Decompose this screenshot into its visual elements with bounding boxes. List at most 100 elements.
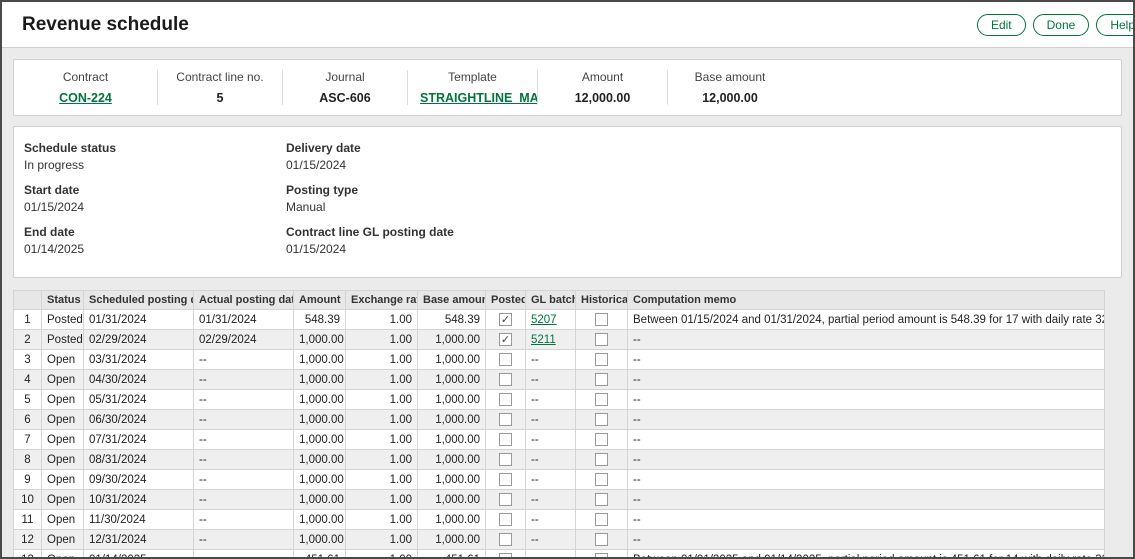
- gl-batch-cell: 5207: [526, 310, 576, 330]
- gl-batch-link[interactable]: 5211: [531, 334, 556, 346]
- posted-checkbox[interactable]: [499, 453, 512, 466]
- gl-batch-cell: --: [526, 530, 576, 550]
- posted-cell: [486, 370, 526, 390]
- posted-cell: [486, 510, 526, 530]
- gl-batch-value: --: [531, 514, 539, 526]
- gl-batch-cell: --: [526, 510, 576, 530]
- row-number: 12: [14, 530, 42, 550]
- posted-checkbox[interactable]: [499, 373, 512, 386]
- base-amount-cell: 1,000.00: [418, 370, 486, 390]
- historical-checkbox[interactable]: [595, 513, 608, 526]
- posted-checkbox[interactable]: [499, 433, 512, 446]
- table-row: 9Open09/30/2024--1,000.001.001,000.00---…: [14, 470, 1105, 490]
- row-number: 3: [14, 350, 42, 370]
- amount-cell: 1,000.00: [294, 510, 346, 530]
- scheduled-posting-date-cell: 01/14/2025: [84, 550, 194, 559]
- posted-checkbox[interactable]: [499, 413, 512, 426]
- amount-cell: 1,000.00: [294, 430, 346, 450]
- historical-checkbox[interactable]: [595, 433, 608, 446]
- delivery-date-field: Delivery date 01/15/2024: [286, 141, 548, 172]
- historical-checkbox[interactable]: [595, 473, 608, 486]
- amount-cell: 1,000.00: [294, 370, 346, 390]
- amount-cell: 1,000.00: [294, 470, 346, 490]
- scheduled-posting-date-cell: 05/31/2024: [84, 390, 194, 410]
- exchange-rate-cell: 1.00: [346, 470, 418, 490]
- posted-checkbox[interactable]: ✓: [499, 313, 512, 326]
- posted-checkbox[interactable]: [499, 513, 512, 526]
- historical-cell: [576, 450, 628, 470]
- actual-posting-date-cell: --: [194, 370, 294, 390]
- posted-checkbox[interactable]: [499, 533, 512, 546]
- posted-cell: [486, 410, 526, 430]
- done-button[interactable]: Done: [1033, 14, 1090, 36]
- col-status: Status: [42, 291, 84, 310]
- posted-cell: [486, 430, 526, 450]
- computation-memo-cell: --: [628, 450, 1105, 470]
- posted-checkbox[interactable]: [499, 473, 512, 486]
- exchange-rate-cell: 1.00: [346, 550, 418, 559]
- scheduled-posting-date-cell: 02/29/2024: [84, 330, 194, 350]
- status-cell: Open: [42, 510, 84, 530]
- historical-checkbox[interactable]: [595, 453, 608, 466]
- gl-batch-cell: --: [526, 470, 576, 490]
- historical-checkbox[interactable]: [595, 373, 608, 386]
- table-row: 12Open12/31/2024--1,000.001.001,000.00--…: [14, 530, 1105, 550]
- gl-batch-link[interactable]: 5207: [531, 314, 557, 326]
- base-amount-cell: 451.61: [418, 550, 486, 559]
- revenue-schedule-page: Revenue schedule Edit Done Help Contract…: [0, 0, 1135, 559]
- base-amount-cell: 548.39: [418, 310, 486, 330]
- contract-link[interactable]: CON-224: [59, 91, 112, 105]
- actual-posting-date-cell: --: [194, 510, 294, 530]
- help-button[interactable]: Help: [1096, 14, 1135, 36]
- summary-field-contract-line-no: Contract line no. 5: [157, 70, 282, 105]
- historical-cell: [576, 470, 628, 490]
- gl-batch-value: --: [531, 474, 539, 486]
- historical-checkbox[interactable]: [595, 493, 608, 506]
- base-amount-cell: 1,000.00: [418, 410, 486, 430]
- computation-memo-cell: --: [628, 470, 1105, 490]
- scheduled-posting-date-cell: 09/30/2024: [84, 470, 194, 490]
- historical-checkbox[interactable]: [595, 353, 608, 366]
- historical-checkbox[interactable]: [595, 413, 608, 426]
- posted-checkbox[interactable]: [499, 553, 512, 559]
- table-row: 6Open06/30/2024--1,000.001.001,000.00---…: [14, 410, 1105, 430]
- actual-posting-date-cell: --: [194, 470, 294, 490]
- actual-posting-date-cell: --: [194, 410, 294, 430]
- summary-field-amount: Amount 12,000.00: [537, 70, 667, 105]
- edit-button[interactable]: Edit: [977, 14, 1026, 36]
- historical-checkbox[interactable]: [595, 313, 608, 326]
- scheduled-posting-date-cell: 11/30/2024: [84, 510, 194, 530]
- exchange-rate-cell: 1.00: [346, 510, 418, 530]
- row-number: 11: [14, 510, 42, 530]
- summary-field-template: Template STRAIGHTLINE_MANUAL: [407, 70, 537, 105]
- historical-checkbox[interactable]: [595, 333, 608, 346]
- gl-batch-cell: --: [526, 490, 576, 510]
- gl-batch-cell: --: [526, 430, 576, 450]
- historical-cell: [576, 530, 628, 550]
- gl-batch-value: --: [531, 354, 539, 366]
- historical-checkbox[interactable]: [595, 553, 608, 559]
- posted-checkbox[interactable]: [499, 493, 512, 506]
- gl-batch-value: --: [531, 394, 539, 406]
- exchange-rate-cell: 1.00: [346, 390, 418, 410]
- table-row: 4Open04/30/2024--1,000.001.001,000.00---…: [14, 370, 1105, 390]
- page-header: Revenue schedule Edit Done Help: [2, 2, 1133, 48]
- field-value: 12,000.00: [680, 91, 780, 105]
- field-value: 5: [170, 91, 270, 105]
- historical-cell: [576, 310, 628, 330]
- template-link[interactable]: STRAIGHTLINE_MANUAL: [420, 91, 537, 105]
- details-panel: Schedule status In progress Start date 0…: [13, 126, 1122, 278]
- table-row: 11Open11/30/2024--1,000.001.001,000.00--…: [14, 510, 1105, 530]
- actual-posting-date-cell: --: [194, 450, 294, 470]
- posted-checkbox[interactable]: ✓: [499, 333, 512, 346]
- row-number: 5: [14, 390, 42, 410]
- exchange-rate-cell: 1.00: [346, 310, 418, 330]
- gl-batch-cell: --: [526, 370, 576, 390]
- row-number: 4: [14, 370, 42, 390]
- posted-checkbox[interactable]: [499, 393, 512, 406]
- gl-batch-value: --: [531, 374, 539, 386]
- schedule-table-body: 1Posted01/31/202401/31/2024548.391.00548…: [14, 310, 1105, 559]
- posted-checkbox[interactable]: [499, 353, 512, 366]
- historical-checkbox[interactable]: [595, 393, 608, 406]
- historical-checkbox[interactable]: [595, 533, 608, 546]
